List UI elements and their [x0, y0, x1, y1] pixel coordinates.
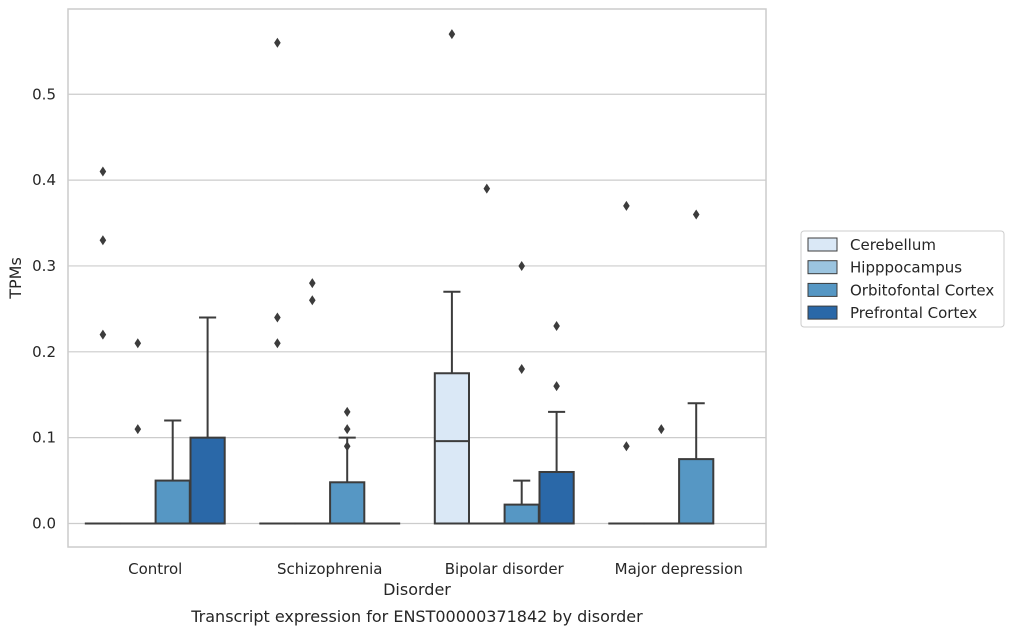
box-0-3: [608, 200, 645, 525]
x-axis-label: Disorder: [383, 580, 451, 599]
y-tick-label: 0.4: [32, 171, 56, 189]
x-tick-label: Control: [128, 560, 182, 578]
legend-swatch: [807, 260, 838, 275]
outlier-point: [553, 321, 560, 332]
box-body: [538, 470, 575, 525]
box-2-1: [329, 406, 366, 525]
box-body: [678, 458, 715, 525]
box-2-3: [678, 209, 715, 525]
box-body: [189, 436, 226, 525]
outlier-point: [99, 166, 107, 177]
legend-label: Hipppocampus: [850, 259, 962, 277]
outlier-point: [99, 329, 107, 340]
legend-label: Cerebellum: [850, 236, 936, 254]
box-1-2: [468, 183, 505, 525]
y-tick-label: 0.1: [32, 429, 56, 447]
x-tick-labels: Control Schizophrenia Bipolar disorder Majo…: [128, 560, 743, 578]
box-1-1: [294, 278, 331, 525]
box-series: [84, 29, 715, 525]
outlier-point: [274, 312, 281, 323]
box-body: [154, 479, 191, 525]
y-tick-label: 0.2: [32, 343, 56, 361]
box-0-1: [259, 37, 296, 525]
outlier-point: [274, 37, 281, 48]
outlier-point: [343, 424, 351, 435]
outlier-point: [518, 363, 525, 374]
outlier-point: [623, 200, 630, 211]
outlier-point: [134, 424, 142, 435]
outlier-point: [692, 209, 700, 220]
outlier-point: [134, 338, 142, 349]
box-body: [503, 503, 540, 525]
box-3-0: [189, 316, 226, 525]
x-tick-label: Schizophrenia: [277, 560, 382, 578]
box-1-0: [119, 338, 156, 525]
outlier-point: [518, 260, 525, 271]
outlier-point: [274, 338, 281, 349]
outlier-point: [658, 424, 665, 435]
x-tick-label: Major depression: [615, 560, 743, 578]
box-3-2: [538, 321, 575, 525]
outlier-point: [343, 441, 351, 452]
legend-label: Prefrontal Cortex: [850, 304, 977, 322]
outlier-point: [99, 235, 107, 246]
plot-frame: [67, 8, 767, 548]
box-2-2: [503, 260, 540, 525]
outlier-point: [553, 381, 560, 392]
y-tick-labels: 0.0 0.1 0.2 0.3 0.4 0.5: [32, 85, 56, 532]
y-tick-label: 0.3: [32, 257, 56, 275]
y-axis-label: TPMs: [6, 257, 25, 300]
box-0-2: [433, 29, 471, 525]
legend-swatch: [807, 237, 838, 252]
outlier-point: [343, 406, 351, 417]
legend-swatch: [807, 282, 838, 297]
y-tick-label: 0.5: [32, 85, 56, 103]
outlier-point: [309, 295, 316, 306]
box-1-3: [643, 424, 680, 525]
legend: Cerebellum Hipppocampus Orbitofontal Corte…: [800, 230, 1005, 328]
legend-swatch: [807, 305, 838, 320]
legend-label: Orbitofontal Cortex: [850, 281, 994, 299]
x-tick-label: Bipolar disorder: [445, 560, 565, 578]
y-tick-label: 0.0: [32, 515, 56, 533]
outlier-point: [448, 29, 456, 40]
outlier-point: [483, 183, 491, 194]
box-2-0: [154, 419, 191, 525]
box-body: [329, 481, 366, 525]
chart-caption: Transcript expression for ENST0000037184…: [190, 607, 643, 626]
outlier-point: [623, 441, 630, 452]
box-0-0: [84, 166, 122, 525]
legend-frame: [800, 230, 1005, 328]
outlier-point: [309, 278, 316, 289]
box-body: [433, 372, 471, 525]
